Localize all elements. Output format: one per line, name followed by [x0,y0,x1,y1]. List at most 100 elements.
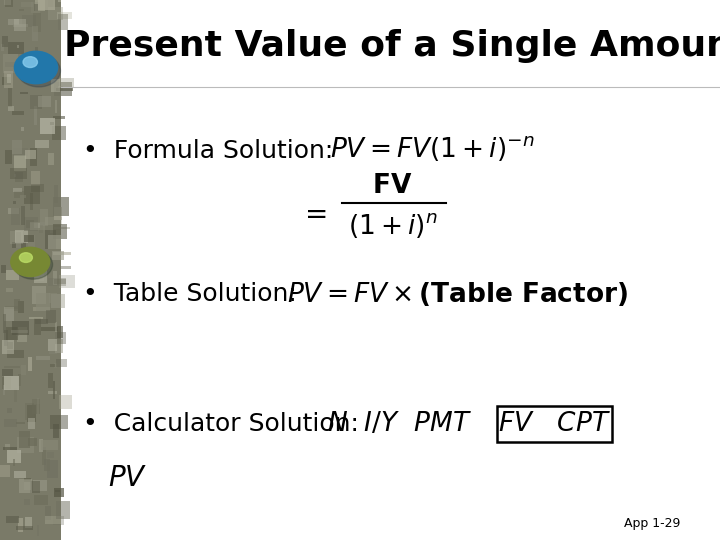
Bar [22,127,24,131]
Text: $(1+\mathit{i})^n$: $(1+\mathit{i})^n$ [348,211,437,240]
Bar [40,225,43,233]
Bar [53,516,64,525]
Bar [29,268,43,272]
Bar [32,26,38,41]
Bar [4,307,14,321]
Bar [41,327,58,331]
Bar [47,460,58,478]
Bar [58,86,63,91]
Circle shape [23,57,37,68]
Bar [2,36,8,47]
Bar [4,443,10,450]
Bar [30,481,40,493]
Bar [9,106,14,111]
Bar [28,438,37,447]
Bar [53,252,71,255]
Text: $=$: $=$ [300,199,327,227]
Bar [5,306,18,309]
Bar [40,208,48,226]
Bar [37,525,39,536]
Bar [11,208,19,225]
Bar [36,293,50,311]
Bar [34,495,48,504]
Bar [27,405,36,422]
Bar [35,4,37,11]
Bar [28,357,32,371]
Bar [2,340,14,354]
Bar [6,288,14,292]
FancyBboxPatch shape [497,406,612,442]
Bar [24,150,36,159]
Bar [15,231,28,244]
Bar [6,342,13,348]
Circle shape [11,247,50,276]
Bar [34,106,37,125]
Bar [30,148,37,166]
Bar [45,230,56,248]
Bar [28,235,35,247]
Text: $\mathit{PV}$: $\mathit{PV}$ [108,464,148,492]
Bar [55,100,58,113]
Bar [34,265,47,283]
Bar [30,193,32,210]
Bar [33,251,39,254]
Bar [40,440,42,452]
Bar [55,359,67,367]
Bar [12,111,24,114]
Circle shape [14,250,53,279]
Bar [44,460,50,471]
Bar [7,350,24,357]
Bar [42,440,58,450]
Bar [48,0,53,7]
Bar [48,391,57,394]
Bar [19,431,30,449]
Bar [1,44,4,51]
Bar [9,88,12,107]
Bar [54,185,58,203]
Bar [3,447,17,450]
Bar [30,222,45,231]
Bar [20,92,28,94]
Bar [17,518,23,532]
Bar [53,126,66,140]
Text: $\mathit{PV} = \mathit{FV}(1+\mathit{i})^{-n}$: $\mathit{PV} = \mathit{FV}(1+\mathit{i})… [330,134,534,163]
Text: •  Formula Solution:: • Formula Solution: [83,139,333,163]
Bar [59,395,72,409]
Bar [24,235,34,242]
Bar [58,14,68,30]
Bar [40,118,55,134]
Bar [14,471,27,478]
Bar [32,404,40,414]
Bar [45,516,60,524]
Bar [56,501,70,519]
Bar [6,516,19,523]
Bar [53,488,64,497]
Bar [12,140,22,154]
Bar [24,186,40,204]
Bar [48,153,54,165]
Bar [24,478,31,482]
Text: •  Table Solution:: • Table Solution: [83,282,297,306]
Bar [24,217,38,232]
Bar [17,526,33,530]
Bar [10,168,27,179]
Bar [58,78,74,86]
Bar [6,75,11,83]
Bar [55,82,72,96]
Bar [3,314,6,333]
Bar [22,273,37,276]
Bar [54,206,62,220]
Bar [31,184,44,192]
Bar [32,14,41,32]
Bar [24,499,30,505]
Bar [35,266,44,281]
Bar [45,506,51,520]
Bar [53,424,59,438]
Bar [4,71,13,88]
Bar [4,150,12,164]
Bar [2,77,11,85]
Bar [17,422,24,424]
Bar [11,330,28,333]
Bar [30,224,40,228]
Bar [57,326,63,339]
